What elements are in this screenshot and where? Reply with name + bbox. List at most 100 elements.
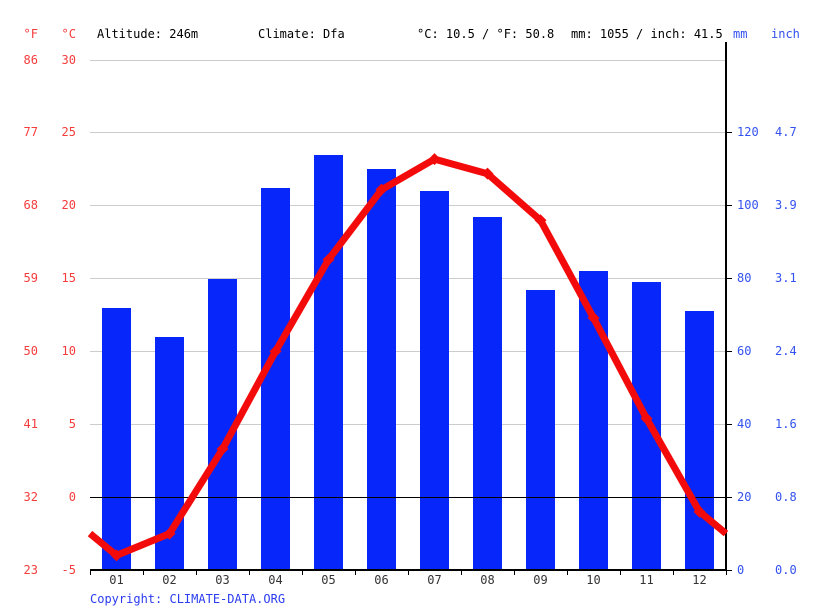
temperature-point-05 [322, 253, 335, 266]
right-axis-tick-0mm [727, 569, 732, 571]
celsius-axis-label: °C [61, 27, 76, 41]
month-label-11: 11 [639, 573, 654, 587]
tick-f-77: 77 [23, 125, 38, 140]
temperature-point-10 [587, 311, 600, 324]
temperature-point-09 [534, 214, 547, 227]
month-label-12: 12 [692, 573, 707, 587]
tick-c-20: 20 [61, 198, 76, 213]
x-axis-tick-4 [302, 570, 303, 575]
month-label-06: 06 [374, 573, 389, 587]
right-axis-tick-40mm [727, 423, 732, 425]
precip-bar-09 [526, 289, 555, 570]
temperature-point-11 [640, 412, 653, 425]
month-label-01: 01 [109, 573, 124, 587]
precip-bar-04 [261, 187, 290, 570]
inch-axis-label: inch [771, 27, 800, 41]
right-axis-tick-60mm [727, 350, 732, 352]
right-axis-tick-80mm [727, 278, 732, 280]
tick-f-50: 50 [23, 343, 38, 358]
precipitation-summary: mm: 1055 / inch: 41.5 [571, 27, 723, 41]
tick-inch-0.0: 0.0 [775, 562, 797, 577]
precip-bar-11 [632, 282, 661, 570]
tick-mm-20: 20 [737, 489, 752, 504]
precip-bar-12 [685, 311, 714, 570]
gridline-30c [90, 59, 726, 61]
copyright-line: Copyright: CLIMATE-DATA.ORG [90, 591, 285, 607]
altitude-info: Altitude: 246m [97, 27, 199, 41]
temperature-line-svg [87, 153, 729, 562]
tick-c-30: 30 [61, 52, 76, 67]
x-axis-tick-8 [514, 570, 515, 575]
copyright-link[interactable]: CLIMATE-DATA.ORG [169, 592, 286, 606]
tick-c-15: 15 [61, 271, 76, 286]
tick-inch-2.4: 2.4 [775, 343, 797, 358]
right-axis-tick-20mm [727, 496, 732, 498]
tick-inch-4.7: 4.7 [775, 125, 797, 140]
temperature-point-06 [375, 183, 388, 196]
tick-inch-3.1: 3.1 [775, 271, 797, 286]
temperature-line [87, 155, 729, 559]
tick-c--5: -5 [61, 562, 76, 577]
month-label-05: 05 [321, 573, 336, 587]
tick-c-5: 5 [68, 416, 76, 431]
right-y-axis [725, 42, 727, 571]
tick-f-86: 86 [23, 52, 38, 67]
climate-classification: Climate: Dfa [258, 27, 345, 41]
temperature-point-07 [428, 153, 441, 166]
x-axis-tick-2 [196, 570, 197, 575]
temperature-point-02 [163, 527, 176, 540]
tick-mm-100: 100 [737, 198, 759, 213]
x-axis-tick-7 [461, 570, 462, 575]
x-axis-tick-11 [673, 570, 674, 575]
tick-mm-0: 0 [737, 562, 745, 577]
tick-c-0: 0 [68, 489, 76, 504]
tick-f-59: 59 [23, 271, 38, 286]
tick-inch-0.8: 0.8 [775, 489, 797, 504]
fahrenheit-axis-label: °F [23, 27, 38, 41]
right-axis-tick-120mm [727, 132, 732, 134]
mm-axis-label: mm [733, 27, 748, 41]
month-label-02: 02 [162, 573, 177, 587]
x-axis-tick-0 [90, 570, 91, 575]
x-axis-tick-1 [143, 570, 144, 575]
tick-inch-3.9: 3.9 [775, 198, 797, 213]
x-axis-tick-5 [355, 570, 356, 575]
tick-f-68: 68 [23, 198, 38, 213]
tick-mm-80: 80 [737, 271, 752, 286]
tick-mm-60: 60 [737, 343, 752, 358]
temperature-point-03 [216, 443, 229, 456]
gridline-20c [90, 205, 726, 207]
precip-bar-07 [420, 191, 449, 570]
month-label-04: 04 [268, 573, 283, 587]
gridline-10c [90, 350, 726, 352]
x-axis-tick-12 [726, 570, 727, 575]
tick-f-32: 32 [23, 489, 38, 504]
precip-bar-01 [102, 307, 131, 570]
tick-inch-1.6: 1.6 [775, 416, 797, 431]
copyright-label: Copyright: [90, 592, 163, 606]
precip-bar-06 [367, 169, 396, 570]
tick-mm-40: 40 [737, 416, 752, 431]
tick-f-23: 23 [23, 562, 38, 577]
tick-c-10: 10 [61, 343, 76, 358]
tick-mm-120: 120 [737, 125, 759, 140]
x-axis-tick-6 [408, 570, 409, 575]
right-axis-tick-100mm [727, 205, 732, 207]
precip-bar-08 [473, 216, 502, 570]
precip-bar-05 [314, 154, 343, 570]
gridline-5c [90, 423, 726, 425]
tick-f-41: 41 [23, 416, 38, 431]
temperature-summary: °C: 10.5 / °F: 50.8 [417, 27, 555, 41]
month-label-03: 03 [215, 573, 230, 587]
x-axis-tick-10 [620, 570, 621, 575]
zero-degree-line [90, 496, 726, 498]
temperature-point-04 [269, 345, 282, 358]
month-label-08: 08 [480, 573, 495, 587]
month-label-10: 10 [586, 573, 601, 587]
temperature-point-08 [481, 167, 494, 180]
gridline-15c [90, 278, 726, 280]
month-label-07: 07 [427, 573, 442, 587]
month-label-09: 09 [533, 573, 548, 587]
gridline-25c [90, 132, 726, 134]
